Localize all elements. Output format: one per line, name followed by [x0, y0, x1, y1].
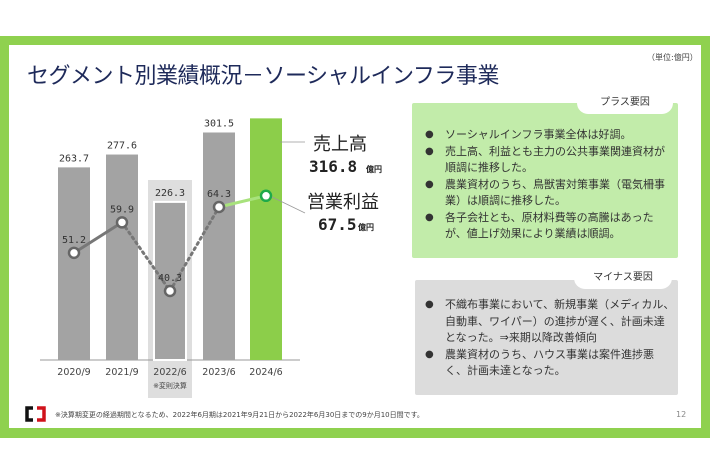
list-item: 不織布事業において、新規事業（メディカル、自動車、ワイパー）の進捗が遅く、計画未…	[425, 297, 675, 347]
page-number: 12	[676, 410, 687, 419]
x-tick-label: 2024/6	[249, 367, 282, 378]
profit-line-segment	[218, 194, 267, 209]
profit-point-2020/9	[67, 246, 81, 260]
plus-factors-label: プラス要因	[577, 92, 673, 114]
minus-factors-label: マイナス要因	[574, 267, 672, 289]
bar-label: 226.3	[155, 188, 185, 199]
profit-point-2022/6	[163, 284, 177, 298]
x-tick-label: 2023/6	[202, 367, 235, 378]
x-tick-label: 2020/9	[57, 367, 90, 378]
bar-2022/6	[153, 200, 187, 361]
profit-callout-unit: 億円	[358, 222, 374, 232]
sales-callout-unit: 億円	[366, 164, 382, 174]
minus-factors-list: 不織布事業において、新規事業（メディカル、自動車、ワイパー）の進捗が遅く、計画未…	[425, 297, 675, 380]
bar-label: 277.6	[107, 141, 137, 152]
profit-callout-title: 営業利益	[307, 192, 379, 213]
list-item: 農業資材のうち、鳥獣害対策事業（電気柵事業）は順調に推移した。	[425, 177, 675, 210]
profit-label: 59.9	[110, 204, 134, 215]
profit-point-2023/6	[212, 200, 226, 214]
bar-2020/9	[58, 167, 90, 360]
profit-line-segment	[73, 221, 123, 255]
sales-callout-value: 316.8	[309, 157, 357, 176]
profit-point-2024/6	[259, 189, 273, 203]
bar-2023/6	[203, 132, 235, 360]
profit-callout-leader	[271, 196, 306, 214]
x-tick-label: 2022/6	[153, 367, 186, 378]
bar-label: 263.7	[59, 153, 89, 164]
bar-2021/9	[106, 154, 138, 360]
list-item: 各子会社とも、原材料費等の高騰はあったが、値上げ効果により業績は順調。	[425, 210, 675, 243]
list-item: 売上高、利益とも主力の公共事業関連資材が順調に推移した。	[425, 144, 675, 177]
plus-factors-list: ソーシャルインフラ事業全体は好調。 売上高、利益とも主力の公共事業関連資材が順調…	[425, 127, 675, 243]
profit-point-2021/9	[115, 216, 129, 229]
profit-label: 64.3	[207, 189, 231, 200]
list-item: ソーシャルインフラ事業全体は好調。	[425, 127, 675, 144]
x-tick-label: 2021/9	[105, 367, 138, 378]
profit-callout-value: 67.5	[318, 215, 357, 234]
list-item: 農業資材のうち、ハウス事業は案件進捗悪く、計画未達となった。	[425, 347, 675, 380]
footnote: ※決算期変更の経過期間となるため、2022年6月期は2021年9月21日から20…	[55, 411, 424, 419]
page-title: セグメント別業績概況－ソーシャルインフラ事業	[27, 64, 499, 89]
bar-label: 301.5	[204, 118, 234, 129]
profit-label: 40.3	[158, 273, 182, 284]
profit-line-segment	[120, 220, 172, 293]
sales-callout-title: 売上高	[313, 134, 367, 155]
profit-line-segment	[168, 205, 221, 293]
unit-label: （単位:億円）	[647, 53, 698, 62]
company-logo	[25, 406, 46, 422]
profit-label: 51.2	[62, 235, 86, 246]
bar-2024/6	[250, 118, 282, 360]
x-tick-note: ※変則決算	[153, 381, 187, 390]
